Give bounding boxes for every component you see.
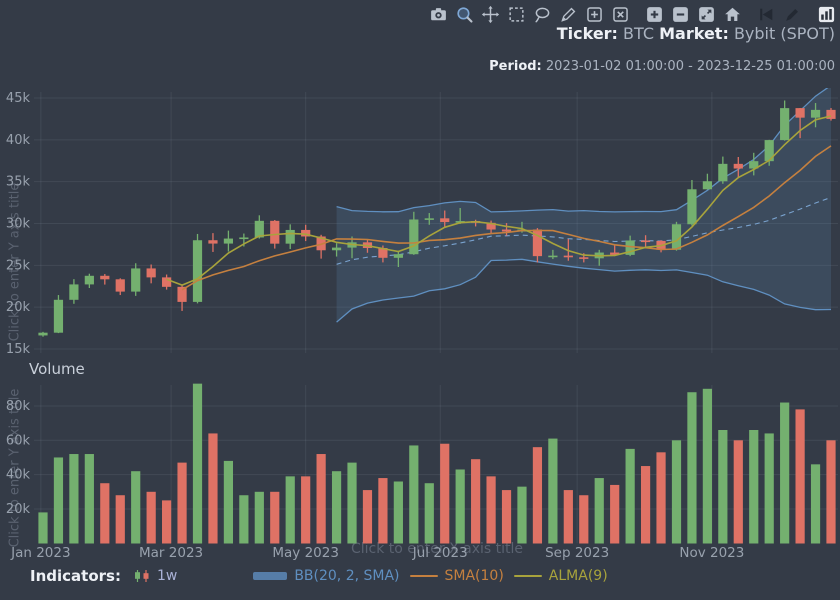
svg-text:15k: 15k xyxy=(6,342,31,357)
market-label: Market: xyxy=(659,24,729,43)
indicators-legend: Indicators: 1w BB(20, 2, SMA) SMA(10) AL… xyxy=(30,567,618,585)
svg-text:Jul 2023: Jul 2023 xyxy=(412,545,468,561)
sma-swatch xyxy=(409,574,438,578)
add-box-icon[interactable] xyxy=(585,5,604,24)
svg-text:Mar 2023: Mar 2023 xyxy=(139,545,203,561)
market-value: Bybit (SPOT) xyxy=(733,24,835,43)
chart-title: Ticker: BTC Market: Bybit (SPOT) xyxy=(557,24,835,43)
toolbar xyxy=(422,4,836,24)
svg-text:May 2023: May 2023 xyxy=(272,545,339,561)
legend-item-label-bb: BB(20, 2, SMA) xyxy=(294,568,400,584)
home-icon[interactable] xyxy=(723,5,742,24)
zoom-icon[interactable] xyxy=(455,5,474,24)
sma-line xyxy=(181,145,832,291)
svg-text:Nov 2023: Nov 2023 xyxy=(679,545,744,561)
alma-line xyxy=(166,115,832,286)
legend-item-alma[interactable]: ALMA(9) xyxy=(513,568,608,584)
period-line: Period: 2023-01-02 01:00:00 - 2023-12-25… xyxy=(489,59,835,74)
legend-item-label-sma: SMA(10) xyxy=(444,568,504,584)
svg-text:80k: 80k xyxy=(6,399,31,414)
lasso-icon[interactable] xyxy=(533,5,552,24)
axis-labels: 15k 20k 25k 30k 35k 40k 45k 20k 40k 60k 80k Jan 202… xyxy=(6,91,744,561)
legend-item-sma[interactable]: SMA(10) xyxy=(409,568,504,584)
bollinger-band-layer xyxy=(336,88,832,323)
svg-text:35k: 35k xyxy=(6,175,31,190)
box-select-icon[interactable] xyxy=(507,5,526,24)
ma-lines-layer xyxy=(166,115,832,291)
legend-item-label-alma: ALMA(9) xyxy=(548,568,608,584)
svg-text:30k: 30k xyxy=(6,217,31,232)
bb-swatch xyxy=(253,572,288,580)
period-label: Period: xyxy=(489,59,542,74)
period-value: 2023-01-02 01:00:00 - 2023-12-25 01:00:0… xyxy=(545,59,835,74)
candles-layer[interactable] xyxy=(38,100,836,337)
volume-layer[interactable] xyxy=(38,383,836,544)
svg-text:20k: 20k xyxy=(6,300,31,315)
pan-icon[interactable] xyxy=(481,5,500,24)
clear-box-icon[interactable] xyxy=(611,5,630,24)
draw-icon[interactable] xyxy=(559,5,578,24)
svg-text:20k: 20k xyxy=(6,502,31,517)
x-axis-title-hint[interactable]: Click to enter X axis title xyxy=(350,541,524,557)
alma-swatch xyxy=(513,574,542,578)
svg-text:Sep 2023: Sep 2023 xyxy=(545,545,609,561)
svg-text:40k: 40k xyxy=(6,133,31,148)
annotate-icon[interactable] xyxy=(783,5,802,24)
camera-icon[interactable] xyxy=(429,5,448,24)
zoom-out-icon[interactable] xyxy=(671,5,690,24)
svg-text:45k: 45k xyxy=(6,91,31,106)
svg-text:Jan 2023: Jan 2023 xyxy=(10,545,70,561)
svg-text:60k: 60k xyxy=(6,433,31,448)
svg-text:25k: 25k xyxy=(6,258,31,273)
legend-interval-label: 1w xyxy=(156,568,178,584)
svg-text:40k: 40k xyxy=(6,468,31,483)
candlestick-glyph-icon xyxy=(134,570,149,582)
back-icon[interactable] xyxy=(757,5,776,24)
ticker-label: Ticker: xyxy=(556,24,618,43)
volume-pane-title: Volume xyxy=(29,360,85,378)
legend-title: Indicators: xyxy=(30,567,121,585)
zoom-in-icon[interactable] xyxy=(645,5,664,24)
expand-icon[interactable] xyxy=(697,5,716,24)
ticker-value: BTC xyxy=(623,24,655,43)
chart-style-icon[interactable] xyxy=(817,5,836,24)
legend-interval[interactable]: 1w xyxy=(133,568,177,584)
legend-item-bb[interactable]: BB(20, 2, SMA) xyxy=(253,568,400,584)
grid-layer xyxy=(34,92,838,544)
